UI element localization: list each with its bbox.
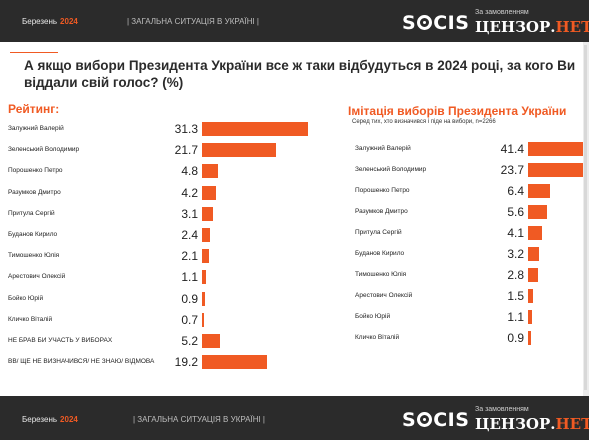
category-label: Арестович Олексій xyxy=(355,292,413,299)
header-year: 2024 xyxy=(60,17,78,26)
footer-socis-o-icon xyxy=(417,412,433,427)
bar xyxy=(528,268,538,282)
category-label: Разумков Дмитро xyxy=(8,188,61,196)
bar xyxy=(528,205,548,219)
bar xyxy=(528,289,534,303)
bar xyxy=(202,270,206,285)
header-section: | ЗАГАЛЬНА СИТУАЦІЯ В УКРАЇНІ | xyxy=(127,17,260,26)
footer-censor-text: ЦЕНЗОР. xyxy=(475,415,556,433)
footer-censor-net-text: НЕТ xyxy=(555,415,589,433)
category-label: Буданов Кирило xyxy=(355,250,405,257)
value-label: 41.4 xyxy=(500,142,524,156)
bar xyxy=(202,291,206,306)
value-label: 19.2 xyxy=(174,355,198,370)
footer-date: Березень 2024 xyxy=(22,415,78,424)
bar xyxy=(202,228,211,242)
footer-year: 2024 xyxy=(60,415,78,424)
value-label: 6.4 xyxy=(507,184,524,198)
value-label: 4.2 xyxy=(181,185,198,200)
bar xyxy=(528,226,542,240)
value-label: 1.1 xyxy=(181,270,198,285)
category-label: Порошенко Петро xyxy=(355,187,410,194)
question-title: А якщо вибори Президента України все ж т… xyxy=(24,58,576,90)
value-label: 5.6 xyxy=(507,205,524,219)
category-label: Зеленський Володимир xyxy=(8,146,80,154)
header-band: Березень 2024 | ЗАГАЛЬНА СИТУАЦІЯ В УКРАЇ… xyxy=(0,0,589,42)
bar xyxy=(202,143,276,158)
category-label: Бойко Юрій xyxy=(355,313,391,320)
category-label: Зеленський Володимир xyxy=(355,166,427,173)
bar xyxy=(528,331,532,345)
scrollbar[interactable] xyxy=(584,45,587,390)
category-label: Залужний Валерій xyxy=(8,125,64,132)
footer-month: Березень xyxy=(22,415,58,424)
bar xyxy=(202,312,205,327)
socis-logo: S CIS xyxy=(402,12,470,34)
value-label: 0.7 xyxy=(181,312,198,327)
bar xyxy=(202,334,220,348)
bar xyxy=(202,164,219,179)
value-label: 5.2 xyxy=(181,334,198,348)
footer-logo-order-text: За замовленням xyxy=(475,406,529,413)
category-label: Притула Сергій xyxy=(8,209,55,217)
footer-section: | ЗАГАЛЬНА СИТУАЦІЯ В УКРАЇНІ | xyxy=(133,415,266,424)
bar xyxy=(528,247,539,261)
bar xyxy=(202,206,213,221)
category-label: Тимошенко Юлія xyxy=(8,252,60,260)
right-chart-subtitle: Серед тих, хто визначився і піде на вибо… xyxy=(352,119,496,125)
category-label: Бойко Юрій xyxy=(8,294,44,302)
value-label: 2.8 xyxy=(507,268,524,282)
category-label: Арестович Олексій xyxy=(8,273,66,281)
censor-logo: ЦЕНЗОР.НЕТ xyxy=(475,18,589,36)
value-label: 2.4 xyxy=(181,228,198,242)
value-label: 4.1 xyxy=(507,226,524,240)
category-label: Кличко Віталій xyxy=(355,334,400,341)
value-label: 0.9 xyxy=(507,331,524,345)
footer-band: Березень 2024 | ЗАГАЛЬНА СИТУАЦІЯ В УКРАЇ… xyxy=(0,396,589,440)
censor-text: ЦЕНЗОР. xyxy=(475,18,556,36)
logo-order-text: За замовленням xyxy=(475,9,529,16)
bar xyxy=(202,249,210,264)
category-label: Тимошенко Юлія xyxy=(355,271,407,278)
value-label: 23.7 xyxy=(500,163,524,177)
bar xyxy=(202,122,309,136)
footer-logo: S CIS За замовленням ЦЕНЗОР.НЕТ xyxy=(402,405,589,435)
header-month: Березень xyxy=(22,17,58,26)
bar xyxy=(202,185,217,200)
value-label: 21.7 xyxy=(174,143,198,158)
left-chart-title: Рейтинг: xyxy=(8,102,60,116)
logo: S CIS За замовленням ЦЕНЗОР.НЕТ xyxy=(402,8,589,38)
category-label: Разумков Дмитро xyxy=(355,208,408,215)
category-label: Залужний Валерій xyxy=(355,145,411,152)
header-date: Березень 2024 xyxy=(22,17,78,26)
censor-net-text: НЕТ xyxy=(555,18,589,36)
value-label: 1.5 xyxy=(507,289,524,303)
value-label: 31.3 xyxy=(174,122,198,136)
category-label: Буданов Кирило xyxy=(8,231,58,238)
value-label: 3.1 xyxy=(181,206,198,221)
bar xyxy=(528,142,583,156)
value-label: 0.9 xyxy=(181,291,198,306)
footer-censor-logo: ЦЕНЗОР.НЕТ xyxy=(475,415,589,433)
question-accent-line xyxy=(10,52,58,53)
value-label: 3.2 xyxy=(507,247,524,261)
category-label: Притула Сергій xyxy=(355,229,402,236)
bar xyxy=(528,184,550,198)
category-label: ВВ/ ЩЕ НЕ ВИЗНАЧИВСЯ/ НЕ ЗНАЮ/ ВІДМОВА xyxy=(8,358,155,366)
category-label: Кличко Віталій xyxy=(8,315,53,323)
value-label: 1.1 xyxy=(507,310,524,324)
right-chart-title: Імітація виборів Президента України xyxy=(348,104,567,118)
category-label: НЕ БРАВ БИ УЧАСТЬ У ВИБОРАХ xyxy=(8,337,113,344)
bar xyxy=(528,310,532,324)
bar xyxy=(202,355,268,370)
category-label: Порошенко Петро xyxy=(8,167,63,175)
value-label: 2.1 xyxy=(181,249,198,264)
socis-o-icon xyxy=(417,15,433,30)
footer-socis-logo: S CIS xyxy=(402,409,470,431)
bar xyxy=(528,163,583,177)
value-label: 4.8 xyxy=(181,164,198,179)
